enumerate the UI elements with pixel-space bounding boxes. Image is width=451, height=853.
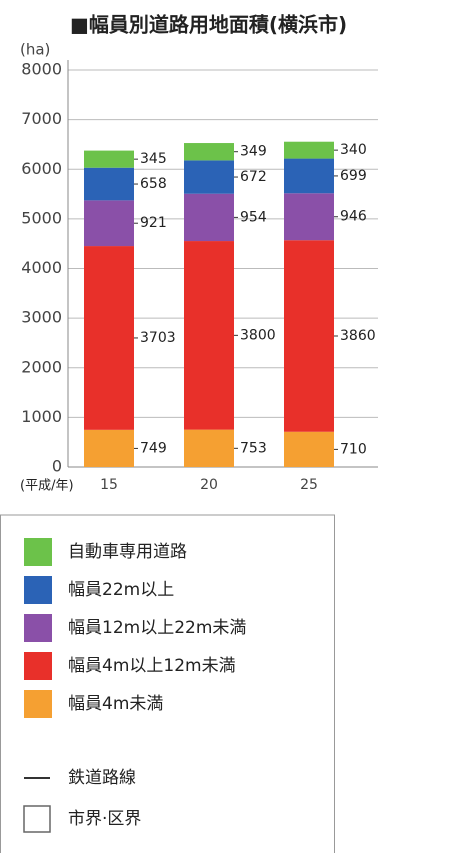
y-tick-label: 2000 <box>21 357 62 376</box>
y-tick-label: 6000 <box>21 159 62 178</box>
map-legend-label: 市界·区界 <box>68 809 141 829</box>
legend-label: 幅員22m以上 <box>68 580 174 600</box>
value-label: 345 <box>140 151 167 167</box>
value-label: 658 <box>140 176 167 192</box>
value-label: 710 <box>340 441 367 457</box>
chart-title: ■幅員別道路用地面積(横浜市) <box>70 13 347 37</box>
legend-label: 幅員12m以上22m未満 <box>68 618 246 638</box>
bar-segment <box>84 150 134 168</box>
value-label: 340 <box>340 142 367 158</box>
value-label: 954 <box>240 209 267 225</box>
x-tick-label: 20 <box>200 477 218 493</box>
legend-label: 幅員4m未満 <box>68 694 163 714</box>
bar-segment <box>184 193 234 242</box>
y-tick-label: 5000 <box>21 208 62 227</box>
y-axis-label: (ha) <box>20 41 50 59</box>
value-label: 946 <box>340 209 367 225</box>
bar-segment <box>284 158 334 194</box>
legend-box <box>0 514 335 853</box>
y-tick-label: 4000 <box>21 258 62 277</box>
value-label: 3860 <box>340 328 376 344</box>
bar-segment <box>84 200 134 247</box>
legend-label: 幅員4m以上12m未満 <box>68 656 236 676</box>
y-tick-label: 1000 <box>21 407 62 426</box>
value-label: 921 <box>140 215 167 231</box>
x-tick-label: 15 <box>100 477 118 493</box>
boundary-symbol <box>23 805 51 833</box>
value-label: 3703 <box>140 330 176 346</box>
y-tick-label: 3000 <box>21 308 62 327</box>
legend-swatch <box>24 652 52 680</box>
value-label: 749 <box>140 440 167 456</box>
value-label: 349 <box>240 144 267 160</box>
value-label: 699 <box>340 168 367 184</box>
bar-segment <box>184 160 234 194</box>
value-label: 3800 <box>240 327 276 343</box>
y-tick-label: 0 <box>52 457 62 476</box>
x-axis-label: (平成/年) <box>20 479 74 494</box>
legend-swatch <box>24 538 52 566</box>
bar-segment <box>284 141 334 159</box>
bar-segment <box>284 431 334 467</box>
legend-swatch <box>24 576 52 604</box>
x-tick-label: 25 <box>300 477 318 493</box>
bar-segment <box>84 167 134 201</box>
bar-segment <box>284 240 334 432</box>
bar-segment <box>284 193 334 241</box>
value-label: 753 <box>240 440 267 456</box>
legend-swatch <box>24 614 52 642</box>
y-tick-label: 8000 <box>21 60 62 79</box>
bar-segment <box>84 246 134 430</box>
y-tick-label: 7000 <box>21 109 62 128</box>
map-legend-label: 鉄道路線 <box>68 768 136 788</box>
bar-segment <box>84 429 134 467</box>
bar-segment <box>184 429 234 467</box>
legend-label: 自動車専用道路 <box>68 542 187 562</box>
bar-segment <box>184 241 234 430</box>
bar-segment <box>184 143 234 161</box>
value-label: 672 <box>240 169 267 185</box>
legend-swatch <box>24 690 52 718</box>
